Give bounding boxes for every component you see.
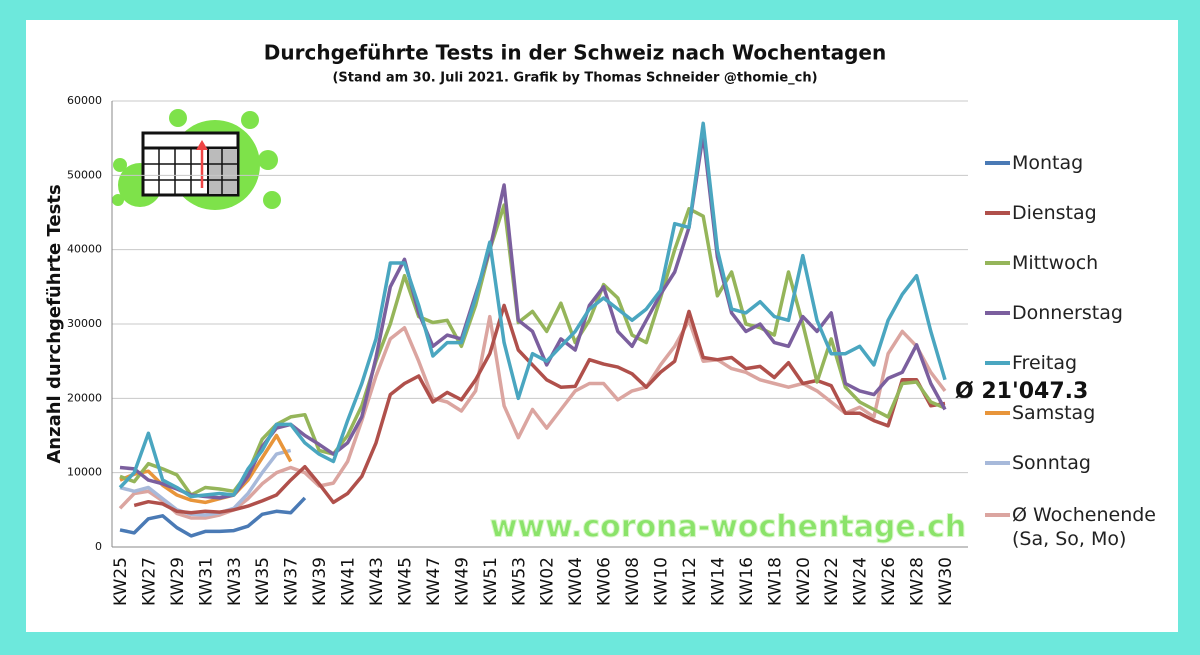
legend-label: Sonntag	[1012, 452, 1091, 474]
x-tick-label: KW49	[452, 557, 472, 606]
x-tick-label: KW08	[623, 557, 643, 606]
x-tick-label: KW39	[310, 557, 330, 606]
watermark: www.corona-wochentage.ch	[490, 510, 967, 545]
x-tick-label: KW20	[794, 557, 814, 606]
y-tick-label: 50000	[67, 168, 102, 181]
legend-label: Mittwoch	[1012, 252, 1099, 274]
y-axis-label: Anzahl durchgeführte Tests	[44, 184, 65, 463]
x-tick-label: KW16	[737, 557, 757, 606]
legend-label: Montag	[1012, 152, 1084, 174]
y-tick-label: 10000	[67, 466, 102, 479]
x-tick-label: KW06	[595, 557, 615, 606]
chart-title: Durchgeführte Tests in der Schweiz nach …	[264, 41, 886, 65]
x-tick-label: KW53	[509, 557, 529, 606]
y-tick-label: 60000	[67, 94, 102, 107]
x-tick-label: KW31	[196, 557, 216, 606]
x-tick-label: KW04	[566, 557, 586, 606]
x-tick-label: KW47	[424, 557, 444, 606]
x-tick-label: KW29	[168, 557, 188, 606]
x-tick-label: KW12	[680, 557, 700, 606]
x-tick-label: KW45	[395, 557, 415, 606]
average-annotation: Ø 21'047.3	[955, 379, 1088, 404]
x-tick-label: KW22	[822, 557, 842, 606]
legend-label: Samstag	[1012, 402, 1096, 424]
x-tick-label: KW51	[481, 557, 501, 606]
legend-label: Freitag	[1012, 352, 1078, 374]
x-tick-label: KW26	[879, 557, 899, 606]
x-tick-label: KW27	[139, 557, 159, 606]
x-tick-label: KW30	[936, 557, 956, 606]
x-tick-label: KW10	[652, 557, 672, 606]
series-line	[119, 433, 293, 505]
x-tick-label: KW35	[253, 557, 273, 606]
y-tick-label: 0	[95, 540, 102, 553]
x-tick-label: KW25	[111, 557, 131, 606]
legend-label: Donnerstag	[1012, 302, 1123, 324]
x-tick-label: KW24	[851, 557, 871, 606]
y-tick-label: 30000	[67, 317, 102, 330]
x-tick-label: KW41	[339, 557, 359, 606]
series-line	[119, 448, 292, 517]
x-tick-label: KW18	[765, 557, 785, 606]
x-tick-label: KW02	[538, 557, 558, 606]
x-tick-label: KW43	[367, 557, 387, 606]
series-line	[119, 496, 307, 538]
logo-icon	[112, 109, 281, 210]
legend-label: Ø Wochenende (Sa, So, Mo)	[1012, 504, 1156, 550]
x-tick-label: KW28	[908, 557, 928, 606]
y-tick-label: 20000	[67, 391, 102, 404]
series-line	[119, 203, 946, 497]
chart-subtitle: (Stand am 30. Juli 2021. Grafik by Thoma…	[332, 71, 817, 86]
series-line	[118, 121, 947, 499]
series-line	[133, 303, 946, 515]
legend-label: Dienstag	[1012, 202, 1097, 224]
x-tick-label: KW37	[282, 557, 302, 606]
x-tick-label: KW14	[708, 557, 728, 606]
y-tick-label: 40000	[67, 243, 102, 256]
series-line	[118, 314, 947, 520]
x-tick-label: KW33	[225, 557, 245, 606]
